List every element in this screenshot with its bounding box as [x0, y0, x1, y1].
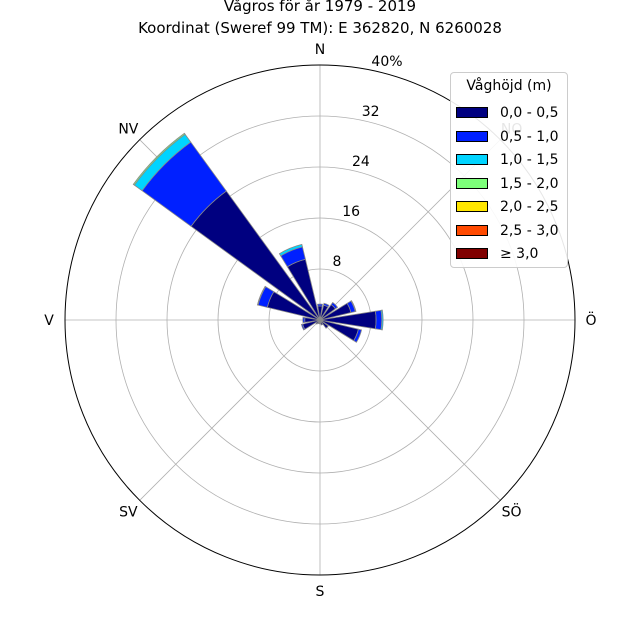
legend-label: 2,0 - 2,5	[500, 199, 559, 215]
outer-circle	[64, 64, 576, 576]
rose-bar-segment	[330, 301, 339, 310]
rose-bar-segment	[353, 328, 363, 343]
chart-subtitle: Koordinat (Sweref 99 TM): E 362820, N 62…	[138, 19, 502, 37]
legend-swatch	[456, 177, 488, 189]
legend-swatch	[456, 224, 488, 236]
radial-tick-label: 32	[362, 104, 380, 120]
legend-swatch	[456, 248, 488, 259]
direction-label: N	[315, 42, 325, 58]
direction-label: NV	[118, 121, 138, 137]
legend-swatch	[456, 107, 488, 118]
rose-bar-segment	[319, 319, 324, 326]
direction-label: S	[316, 584, 325, 600]
legend-label: 1,0 - 1,5	[500, 152, 559, 168]
legend-label: 0,0 - 0,5	[500, 105, 559, 121]
rose-bar-segment	[374, 309, 383, 331]
direction-label: SÖ	[502, 503, 522, 521]
radial-tick-label: 24	[352, 154, 370, 170]
rose-bar-segment	[300, 323, 306, 331]
rose-bar-segment	[323, 302, 330, 308]
rose-bar-segment	[317, 303, 323, 307]
radial-tick-label: 40%	[371, 54, 402, 70]
legend-item: 0,5 - 1,0	[456, 128, 566, 146]
radial-tick-label: 16	[342, 204, 360, 220]
legend-label: ≥ 3,0	[500, 246, 539, 262]
legend-title: Våghöjd (m)	[466, 78, 552, 94]
rose-bar-segment	[350, 300, 357, 312]
rose-bar-segment	[132, 132, 186, 186]
direction-label: V	[44, 313, 54, 329]
grid-spoke	[139, 319, 321, 501]
direction-label: SV	[119, 505, 138, 521]
legend: Våghöjd (m) 0,0 - 0,5 0,5 - 1,0 1,0 - 1,5 1…	[450, 72, 568, 268]
legend-item: 1,5 - 2,0	[456, 175, 566, 193]
rose-bar-segment	[380, 309, 384, 331]
legend-swatch	[456, 130, 488, 142]
rose-bar-segment	[302, 316, 306, 324]
rose-bar-segment	[319, 319, 329, 329]
legend-item: 0,0 - 0,5	[456, 104, 566, 122]
legend-label: 0,5 - 1,0	[500, 128, 559, 145]
grid-spoke	[319, 319, 501, 501]
legend-item: 2,0 - 2,5	[456, 198, 566, 216]
rose-bar-segment	[278, 243, 303, 257]
legend-item: 1,0 - 1,5	[456, 151, 566, 169]
legend-item: 2,5 - 3,0	[456, 222, 566, 240]
legend-item: ≥ 3,0	[456, 245, 566, 263]
chart-title: Vågros för år 1979 - 2019	[223, 0, 417, 15]
legend-label: 2,5 - 3,0	[500, 222, 559, 239]
direction-label: Ö	[585, 311, 596, 329]
rose-bar-segment	[256, 285, 267, 306]
radial-tick-label: 8	[332, 254, 341, 270]
legend-label: 1,5 - 2,0	[500, 175, 559, 192]
legend-swatch	[456, 154, 488, 165]
legend-swatch	[456, 201, 488, 212]
